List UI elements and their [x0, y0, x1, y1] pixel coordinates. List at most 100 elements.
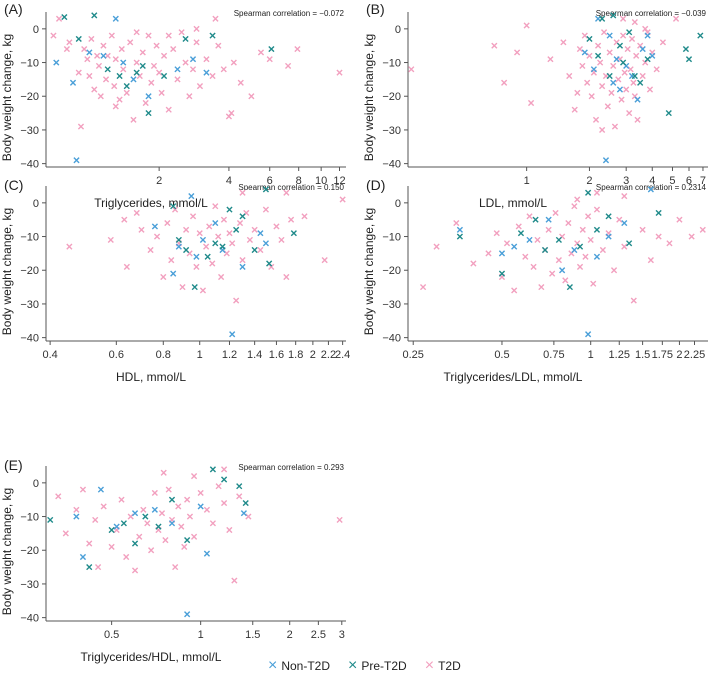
y-tick-label: −30	[20, 579, 39, 591]
y-tick-label: −20	[20, 265, 39, 277]
data-point-t2d	[294, 45, 301, 53]
data-point-pre-t2d	[233, 226, 240, 233]
spearman-annotation: Spearman correlation = 0.293	[238, 463, 344, 472]
data-point-t2d	[130, 116, 137, 123]
data-point-non-t2d	[616, 86, 624, 93]
legend-item-pre-t2d: × Pre-T2D	[348, 658, 407, 674]
data-point-t2d	[158, 89, 165, 96]
x-tick-label: 0.5	[104, 629, 119, 641]
data-point-non-t2d	[240, 510, 247, 517]
data-point-t2d	[408, 66, 415, 73]
data-point-t2d	[503, 240, 511, 247]
data-point-pre-t2d	[605, 213, 612, 220]
x-tick-label: 2.2	[321, 349, 336, 361]
data-point-pre-t2d	[209, 32, 216, 39]
data-point-t2d	[160, 52, 168, 59]
data-point-t2d	[228, 109, 235, 117]
data-point-t2d	[102, 76, 110, 83]
data-point-t2d	[86, 72, 93, 80]
y-tick-label: −30	[382, 125, 401, 137]
data-point-t2d	[236, 219, 244, 227]
data-point-pre-t2d	[626, 240, 633, 247]
data-point-t2d	[140, 506, 147, 513]
data-point-non-t2d	[97, 486, 105, 493]
data-point-t2d	[339, 196, 346, 203]
y-tick-label: 0	[33, 24, 39, 36]
data-point-non-t2d	[456, 226, 464, 233]
data-point-t2d	[560, 39, 567, 46]
y-tick-label: 0	[395, 198, 401, 210]
data-point-t2d	[627, 66, 634, 73]
legend-label-pre-t2d: Pre-T2D	[361, 659, 407, 673]
data-point-t2d	[212, 203, 219, 210]
x-tick-label: 0.75	[543, 349, 564, 361]
data-point-t2d	[118, 45, 125, 53]
data-point-t2d	[634, 116, 641, 123]
data-point-t2d	[229, 240, 236, 247]
x-tick-label: 1.5	[245, 629, 260, 641]
data-point-t2d	[55, 15, 63, 22]
data-point-t2d	[301, 213, 308, 220]
x-tick-label: 2	[156, 175, 162, 187]
data-point-t2d	[133, 209, 140, 217]
data-point-pre-t2d	[184, 537, 191, 544]
data-point-t2d	[79, 486, 87, 493]
x-tick-label: 6	[686, 175, 692, 187]
data-point-t2d	[84, 56, 91, 63]
data-point-pre-t2d	[120, 520, 127, 527]
chart-panel: (A) 0 −10 −20 −30 −40 2 4 6 8 10 12 Triglycerides, m…	[0, 1, 346, 210]
x-tick-label: 1.8	[288, 349, 303, 361]
data-point-t2d	[107, 236, 114, 244]
data-point-t2d	[121, 216, 128, 223]
data-point-non-t2d	[175, 243, 182, 250]
data-point-t2d	[336, 516, 343, 524]
x-tick-label: 0.6	[109, 349, 124, 361]
y-axis-label: Body weight change, kg	[362, 34, 376, 161]
data-point-non-t2d	[571, 246, 578, 254]
x-tick-label: 1	[524, 175, 530, 187]
data-point-t2d	[150, 62, 158, 70]
data-point-t2d	[251, 226, 258, 233]
data-point-t2d	[88, 35, 95, 43]
data-point-t2d	[284, 62, 292, 70]
data-point-t2d	[178, 523, 185, 530]
data-point-t2d	[522, 253, 529, 260]
data-point-t2d	[181, 543, 188, 550]
data-point-non-t2d	[613, 56, 620, 63]
data-point-non-t2d	[526, 236, 533, 244]
data-point-t2d	[203, 243, 210, 250]
data-point-t2d	[147, 246, 154, 254]
data-point-t2d	[193, 263, 200, 270]
data-point-pre-t2d	[665, 109, 672, 117]
data-point-t2d	[123, 553, 130, 561]
data-point-t2d	[108, 32, 115, 39]
data-point-pre-t2d	[655, 209, 662, 217]
legend-marker-t2d: ×	[424, 657, 435, 674]
data-point-pre-t2d	[585, 189, 592, 196]
data-point-pre-t2d	[637, 79, 644, 86]
data-point-t2d	[94, 563, 102, 571]
data-point-t2d	[515, 223, 522, 230]
data-point-non-t2d	[585, 331, 592, 338]
data-point-t2d	[283, 189, 290, 196]
data-point-non-t2d	[262, 240, 270, 247]
data-point-t2d	[239, 257, 246, 264]
data-point-t2d	[245, 513, 252, 520]
data-point-t2d	[220, 466, 228, 473]
data-point-t2d	[336, 69, 343, 76]
data-point-non-t2d	[203, 550, 211, 557]
data-point-t2d	[266, 56, 273, 63]
data-point-t2d	[189, 66, 197, 73]
x-tick-label: 0.25	[403, 349, 424, 361]
data-point-t2d	[184, 496, 191, 503]
data-point-t2d	[626, 109, 633, 117]
data-point-t2d	[419, 283, 427, 291]
data-point-pre-t2d	[268, 45, 275, 53]
data-point-pre-t2d	[644, 56, 651, 63]
data-point-t2d	[168, 257, 175, 264]
data-point-t2d	[321, 257, 328, 264]
data-point-t2d	[215, 483, 222, 490]
data-point-t2d	[538, 283, 545, 291]
data-point-t2d	[630, 79, 637, 86]
data-point-non-t2d	[151, 223, 159, 230]
